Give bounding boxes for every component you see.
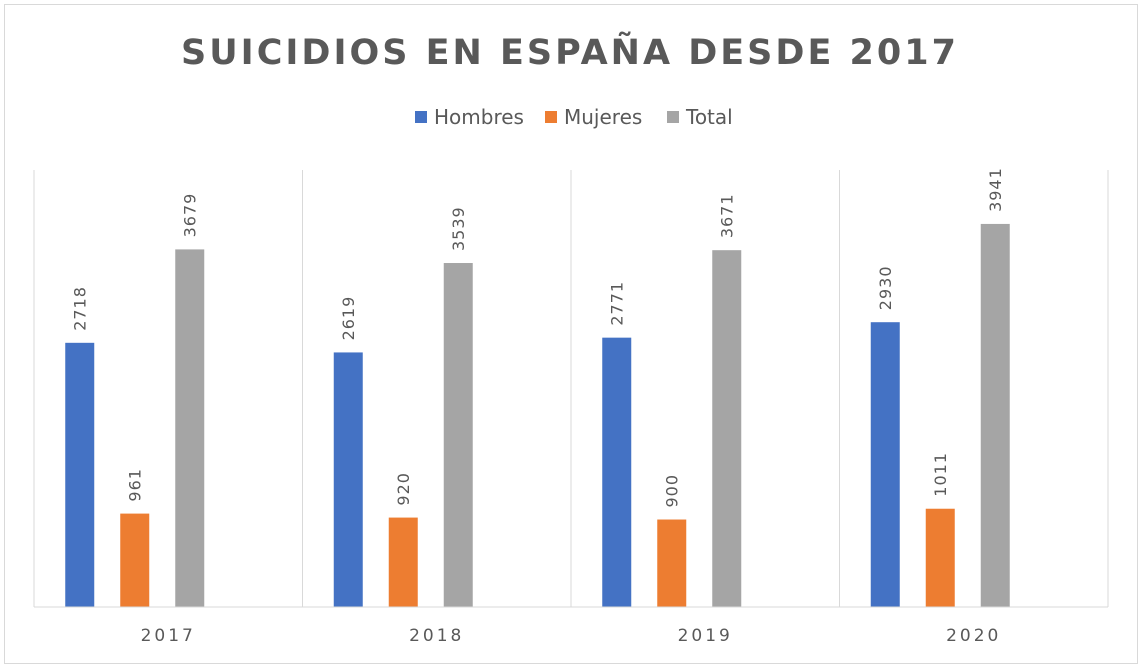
bar-mujeres-2019 [657,519,687,607]
bar-hombres-2019 [602,337,632,607]
legend-swatch [415,111,427,123]
bar-total-2018 [443,263,473,607]
x-tick-label-2017: 2017 [141,626,196,646]
data-label-hombres-2017: 2718 [71,286,90,331]
legend-swatch [545,111,557,123]
data-label-total-2018: 3539 [449,206,468,251]
bar-hombres-2020 [870,322,900,607]
bar-mujeres-2017 [120,513,150,607]
data-label-total-2019: 3671 [718,193,737,238]
data-label-total-2020: 3941 [986,167,1005,212]
data-label-hombres-2019: 2771 [608,281,627,326]
bar-total-2019 [712,250,742,607]
x-tick-label-2019: 2019 [678,626,733,646]
bar-hombres-2017 [65,342,95,607]
data-label-mujeres-2018: 920 [394,472,413,506]
legend-label: Hombres [434,105,524,129]
bar-hombres-2018 [333,352,363,607]
legend-item-hombres: Hombres [415,105,524,129]
data-label-mujeres-2019: 900 [663,474,682,508]
data-labels: 2718 961 3679 2619 920 3539 2771 900 3671 2930 101… [71,167,1006,507]
bar-total-2020 [980,223,1010,607]
chart-title: SUICIDIOS EN ESPAÑA DESDE 2017 [181,31,959,73]
x-tick-label-2018: 2018 [409,626,464,646]
data-label-mujeres-2017: 961 [126,468,145,502]
data-label-mujeres-2020: 1011 [931,452,950,497]
legend-label: Mujeres [564,105,642,129]
x-tick-label-2020: 2020 [946,626,1001,646]
legend-item-total: Total [667,105,733,129]
data-label-hombres-2018: 2619 [339,296,358,341]
data-label-hombres-2020: 2930 [876,265,895,310]
bar-mujeres-2020 [925,508,955,607]
x-axis-tick-labels: 2017 2018 2019 2020 [141,626,1001,646]
data-label-total-2017: 3679 [181,193,200,238]
legend: Hombres Mujeres Total [415,105,733,129]
bar-mujeres-2018 [388,517,418,607]
legend-swatch [667,111,679,123]
bar-total-2017 [175,249,205,608]
bars [65,223,1010,608]
legend-item-mujeres: Mujeres [545,105,642,129]
legend-label: Total [685,105,733,129]
category-separators [33,170,1109,607]
